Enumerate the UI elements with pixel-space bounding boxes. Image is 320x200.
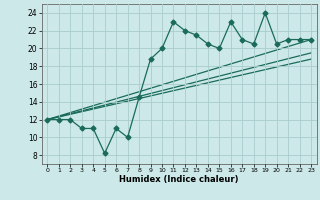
X-axis label: Humidex (Indice chaleur): Humidex (Indice chaleur) [119,175,239,184]
